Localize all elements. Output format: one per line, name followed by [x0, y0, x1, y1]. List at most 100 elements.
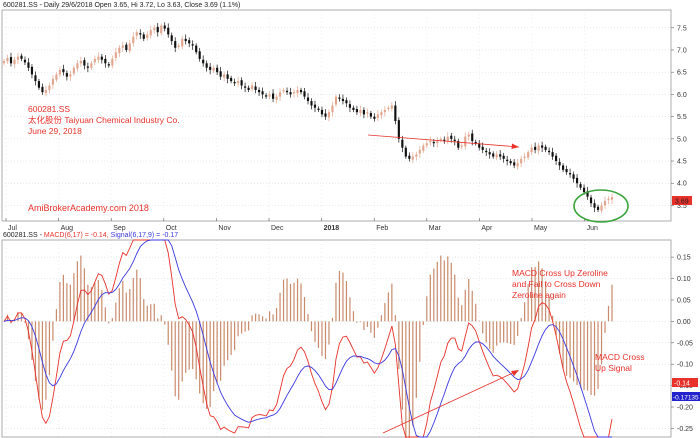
candle-body: [422, 145, 425, 151]
time-tick-label: Mar: [429, 225, 442, 232]
histogram-bar: [87, 284, 89, 322]
candle-body: [230, 77, 233, 82]
histogram-bar: [143, 299, 145, 322]
histogram-bar: [415, 321, 417, 398]
candle-body: [355, 109, 359, 113]
candle-body: [240, 80, 243, 86]
price-trendline: [367, 134, 520, 148]
candle-body: [48, 85, 51, 90]
candle-body: [226, 74, 229, 79]
histogram-bar: [359, 321, 362, 323]
candle-body: [369, 113, 372, 117]
histogram-bar: [31, 321, 33, 361]
time-tick-label: Jul: [8, 225, 17, 232]
candle-body: [34, 75, 37, 82]
macd-tick-label: -0.10: [677, 362, 693, 369]
histogram-bar: [408, 321, 410, 438]
histogram-bar: [213, 321, 215, 392]
candle-body: [572, 174, 575, 179]
histogram-bar: [454, 274, 456, 322]
histogram-bar: [241, 321, 243, 334]
candle-body: [474, 141, 477, 144]
candle-body: [551, 152, 554, 157]
candle-body: [233, 81, 236, 84]
candle-body: [471, 133, 474, 142]
histogram-bar: [24, 321, 26, 323]
candle-body: [16, 56, 20, 60]
candle-body: [411, 156, 414, 160]
histogram-bar: [34, 321, 37, 381]
histogram-bar: [45, 321, 47, 400]
candle-body: [376, 114, 379, 118]
histogram-bar: [506, 321, 508, 343]
candle-body: [177, 45, 180, 47]
candle-body: [306, 97, 310, 102]
histogram-bar: [384, 303, 386, 322]
candle-body: [502, 155, 505, 159]
histogram-bar: [576, 321, 578, 386]
candle-body: [499, 154, 502, 157]
histogram-bar: [579, 321, 582, 389]
candle-body: [114, 52, 117, 58]
histogram-bar: [307, 314, 309, 322]
candle-body: [118, 47, 121, 54]
histogram-bar: [405, 321, 407, 438]
histogram-bar: [366, 321, 369, 327]
last-price-tag: [672, 196, 692, 205]
histogram-bar: [220, 321, 222, 381]
histogram-bar: [150, 304, 152, 322]
time-tick-label: Dec: [271, 225, 284, 232]
candle-body: [478, 143, 481, 148]
candle-body: [86, 66, 89, 68]
last-price-value: 3.69: [675, 198, 689, 205]
candle-body: [191, 44, 194, 46]
candle-body: [202, 59, 205, 64]
histogram-bar: [254, 313, 257, 322]
candle-body: [209, 66, 212, 70]
candle-body: [30, 66, 34, 75]
histogram-bar: [450, 262, 452, 322]
candle-body: [216, 67, 219, 73]
macd-panel: 0.150.100.050.00-0.05-0.10-0.15-0.20-0.2…: [1, 232, 700, 438]
candle-body: [352, 107, 355, 110]
candle-body: [247, 87, 250, 90]
histogram-bar: [517, 321, 519, 337]
signal-value: -0.17135: [673, 394, 699, 401]
candle-body: [313, 104, 317, 108]
histogram-bar: [251, 315, 253, 322]
candle-body: [589, 197, 593, 204]
histogram-bar: [268, 311, 271, 322]
candle-body: [443, 139, 446, 142]
histogram-bar: [265, 318, 267, 322]
histogram-bar: [391, 283, 393, 322]
histogram-bar: [157, 318, 159, 322]
candle-body: [285, 90, 289, 93]
candle-body: [296, 89, 299, 94]
histogram-bar: [237, 321, 239, 337]
candle-body: [506, 159, 509, 162]
candle-body: [390, 105, 393, 109]
histogram-bar: [496, 321, 498, 346]
candle-body: [170, 35, 173, 42]
price-tick-label: 5.5: [677, 114, 687, 121]
histogram-bar: [593, 321, 596, 396]
candle-body: [65, 73, 68, 77]
candle-body: [575, 177, 579, 184]
candle-body: [268, 94, 271, 97]
histogram-bar: [436, 261, 438, 322]
candle-body: [62, 69, 65, 73]
histogram-bar: [55, 309, 58, 322]
histogram-bar: [478, 320, 480, 322]
candle-body: [331, 105, 334, 113]
candle-body: [387, 107, 390, 110]
candle-body: [460, 145, 463, 147]
histogram-bar: [66, 283, 68, 322]
histogram-bar: [230, 321, 232, 355]
candle-body: [90, 63, 93, 68]
candle-body: [579, 184, 582, 188]
candle-body: [530, 147, 533, 153]
macd-header-prefix: 600281.SS -: [3, 232, 44, 239]
histogram-bar: [59, 282, 61, 322]
candle-body: [128, 43, 131, 51]
